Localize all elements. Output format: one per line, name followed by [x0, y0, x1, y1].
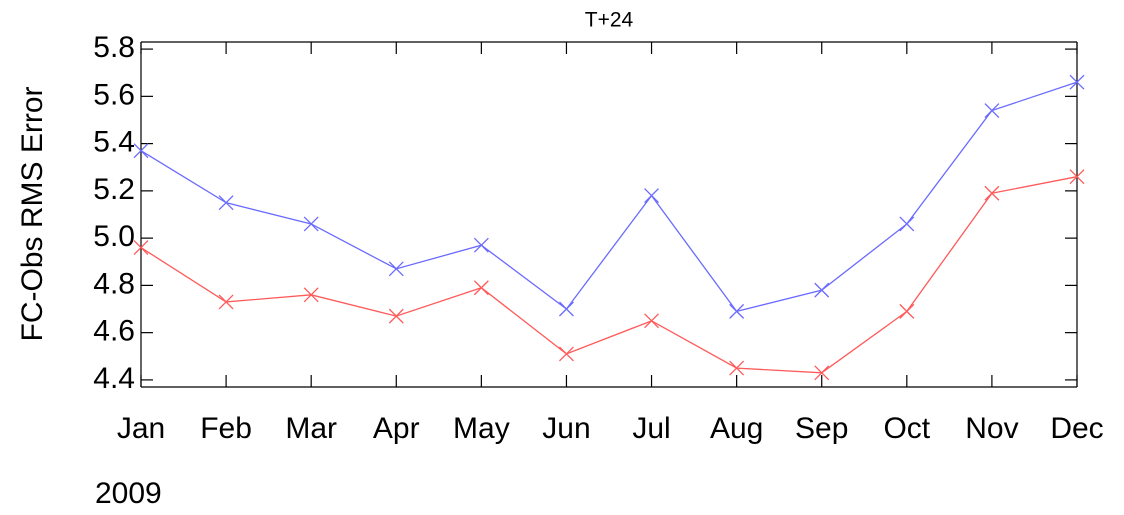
marker — [303, 216, 319, 232]
series-line — [140, 81, 1078, 313]
marker — [984, 103, 1000, 118]
marker — [899, 303, 915, 319]
axes-frame — [140, 41, 1078, 388]
x-tick-label: Dec — [1050, 412, 1103, 445]
marker — [644, 188, 660, 204]
marker — [473, 280, 489, 296]
marker — [558, 346, 574, 362]
marker — [558, 301, 574, 317]
marker — [303, 287, 319, 303]
x-tick-label: Mar — [285, 412, 337, 445]
x-tick-label: May — [453, 412, 510, 445]
marker — [814, 282, 830, 298]
y-tick-label: 5.0 — [93, 220, 135, 253]
y-tick-label: 4.4 — [93, 362, 135, 395]
y-tick-label: 4.8 — [93, 267, 135, 300]
marker — [473, 237, 489, 253]
y-tick-label: 5.8 — [93, 31, 135, 64]
marker — [218, 294, 234, 310]
chart-title: T+24 — [585, 9, 634, 32]
x-tick-label: Jun — [542, 412, 590, 445]
x-tick-label: Jan — [117, 412, 165, 445]
y-tick-label: 5.2 — [93, 173, 135, 206]
x-tick-label: Jul — [632, 412, 670, 445]
marker — [729, 303, 745, 319]
y-tick-label: 5.6 — [93, 78, 135, 111]
marker — [1069, 74, 1085, 90]
marker — [388, 261, 404, 277]
marker — [1069, 169, 1085, 185]
x-tick-label: Sep — [795, 412, 848, 445]
marker — [644, 313, 660, 329]
y-tick-label: 4.6 — [93, 315, 135, 348]
marker — [218, 195, 234, 211]
marker — [388, 308, 404, 324]
marker — [899, 216, 915, 232]
marker — [814, 365, 830, 381]
x-tick-label: Feb — [200, 412, 252, 445]
marker — [729, 360, 745, 376]
y-tick-label: 5.4 — [93, 126, 135, 159]
marker — [133, 240, 149, 256]
x-tick-label: Oct — [883, 412, 930, 445]
x-tick-label: Apr — [373, 412, 420, 445]
marker — [133, 143, 149, 159]
x-axis-label: 2009 — [95, 477, 162, 510]
x-tick-label: Aug — [710, 412, 763, 445]
y-axis-label: FC-Obs RMS Error — [16, 86, 49, 341]
marker — [984, 185, 1000, 201]
series-line — [140, 176, 1078, 374]
x-tick-label: Nov — [965, 412, 1018, 445]
